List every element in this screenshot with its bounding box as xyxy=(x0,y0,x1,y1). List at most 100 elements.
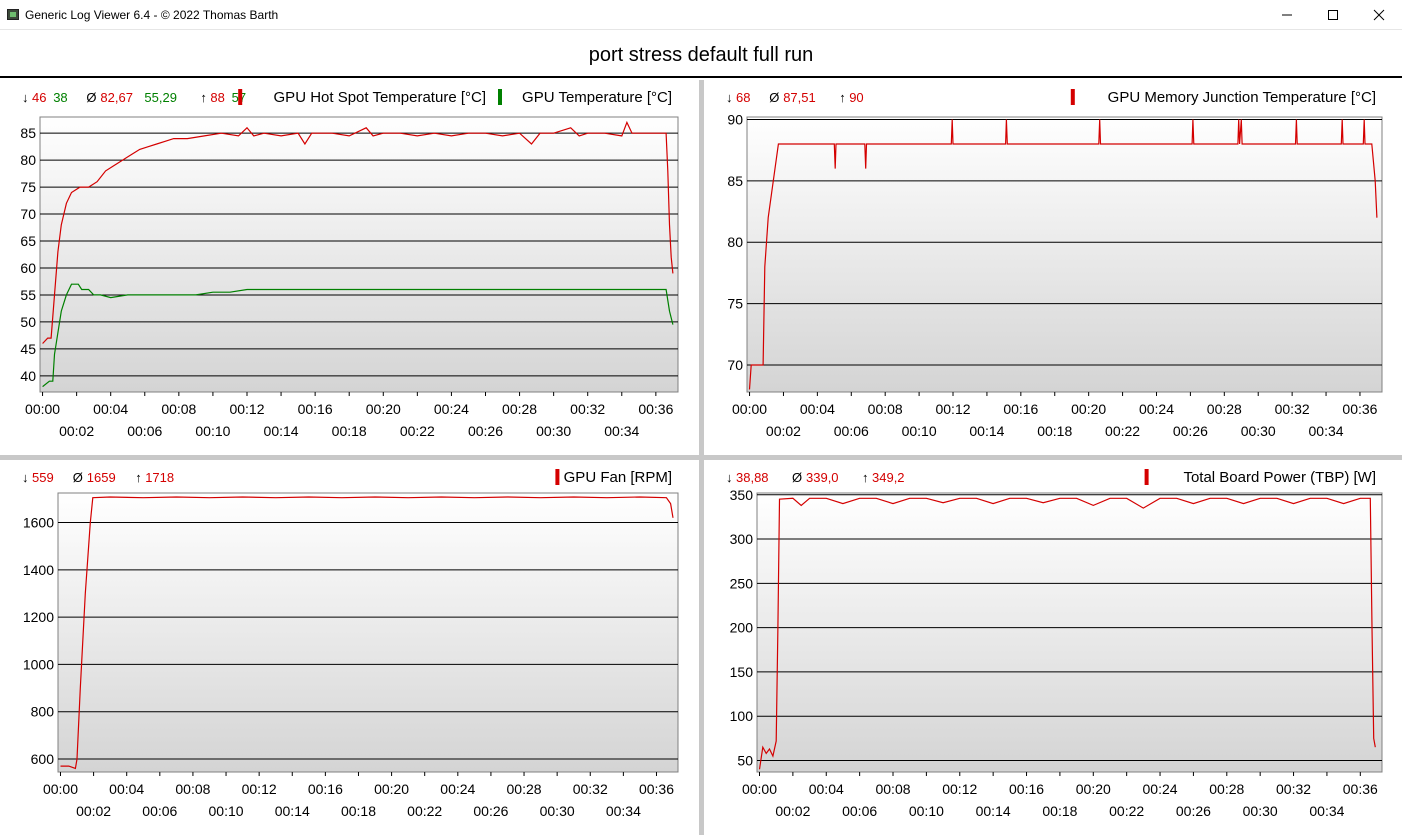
stat-value: 38 xyxy=(53,90,67,105)
x-tick-label: 00:34 xyxy=(1309,423,1344,439)
x-tick-label: 00:14 xyxy=(275,803,310,819)
x-tick-label: 00:16 xyxy=(1003,401,1038,417)
x-tick-label: 00:26 xyxy=(1173,423,1208,439)
x-tick-label: 00:22 xyxy=(400,423,435,439)
maximize-button[interactable] xyxy=(1310,0,1356,30)
window-title: Generic Log Viewer 6.4 - © 2022 Thomas B… xyxy=(25,8,279,22)
y-tick-label: 350 xyxy=(730,487,754,503)
y-tick-label: 600 xyxy=(31,751,55,767)
plot-area[interactable] xyxy=(39,116,679,393)
x-tick-label: 00:04 xyxy=(93,401,128,417)
plot-area[interactable] xyxy=(57,492,679,773)
stat-symbol: Ø xyxy=(86,90,96,105)
x-tick-label: 00:18 xyxy=(341,803,376,819)
x-tick-label: 00:22 xyxy=(1105,423,1140,439)
chart-panel-fan[interactable]: 600 800 1000 1200 1400 1600 00:00 00:04 00:08 00:… xyxy=(0,460,699,835)
chart-hotspot-temperature[interactable]: 40 45 50 55 60 65 70 75 80 85 00:00 00:04 00:08 00:12… xyxy=(0,80,699,455)
close-button[interactable] xyxy=(1356,0,1402,30)
x-tick-label: 00:30 xyxy=(540,803,575,819)
y-tick-label: 70 xyxy=(20,206,36,222)
legend-label: GPU Fan [RPM] xyxy=(564,469,672,486)
stat-value: 1718 xyxy=(145,470,174,485)
page-title: port stress default full run xyxy=(0,32,1402,78)
app-icon xyxy=(7,9,19,20)
legend-label: GPU Temperature [°C] xyxy=(522,89,672,106)
stat-value: 82,67 xyxy=(100,90,133,105)
x-tick-label: 00:14 xyxy=(969,423,1004,439)
chart-gpu-fan[interactable]: 600 800 1000 1200 1400 1600 00:00 00:04 00:08 00:… xyxy=(0,460,699,835)
stats-row: ↓ 559 Ø 1659 ↑ 1718 xyxy=(22,470,174,485)
y-tick-label: 250 xyxy=(730,575,754,591)
x-tick-label: 00:34 xyxy=(604,423,639,439)
x-tick-label: 00:04 xyxy=(109,781,144,797)
minimize-button[interactable] xyxy=(1264,0,1310,30)
plot-area[interactable] xyxy=(746,116,1383,393)
window-titlebar[interactable]: Generic Log Viewer 6.4 - © 2022 Thomas B… xyxy=(0,0,1402,30)
legend-label: GPU Hot Spot Temperature [°C] xyxy=(274,89,486,106)
x-tick-label: 00:30 xyxy=(1243,803,1278,819)
x-tick-label: 00:18 xyxy=(1037,423,1072,439)
legend: GPU Memory Junction Temperature [°C] xyxy=(1070,89,1376,106)
x-tick-label: 00:14 xyxy=(264,423,299,439)
legend-swatch xyxy=(1070,89,1075,105)
stat-symbol: ↓ xyxy=(22,90,29,105)
legend: GPU Fan [RPM] xyxy=(555,469,672,486)
x-tick-label: 00:04 xyxy=(809,781,844,797)
stat-symbol: Ø xyxy=(73,470,83,485)
y-tick-label: 45 xyxy=(20,341,36,357)
x-tick-label: 00:06 xyxy=(127,423,162,439)
horizontal-splitter[interactable] xyxy=(0,455,1402,460)
chart-memory-junction-temperature[interactable]: 70 75 80 85 90 00:00 00:04 00:08 00:12 00:16 00:20… xyxy=(704,80,1402,455)
x-tick-label: 00:08 xyxy=(175,781,210,797)
chart-panel-memory-junction[interactable]: 70 75 80 85 90 00:00 00:04 00:08 00:12 00:16 00:20… xyxy=(704,80,1402,455)
x-tick-label: 00:02 xyxy=(766,423,801,439)
stat-value: 55,29 xyxy=(144,90,177,105)
x-tick-label: 00:24 xyxy=(1143,781,1178,797)
x-tick-label: 00:32 xyxy=(1275,401,1310,417)
x-tick-label: 00:26 xyxy=(468,423,503,439)
minimize-icon xyxy=(1282,14,1292,16)
chart-panel-hotspot[interactable]: 40 45 50 55 60 65 70 75 80 85 00:00 00:04 00:08 00:12… xyxy=(0,80,699,455)
x-tick-label: 00:28 xyxy=(1209,781,1244,797)
stat-symbol: Ø xyxy=(792,470,802,485)
y-tick-label: 800 xyxy=(31,704,55,720)
plot-area[interactable] xyxy=(756,492,1383,773)
stat-value: 559 xyxy=(32,470,54,485)
y-tick-label: 75 xyxy=(727,296,743,312)
chart-panel-board-power[interactable]: 50 100 150 200 250 300 350 00:00 00:04 00:08 00:12… xyxy=(704,460,1402,835)
stat-value: 46 xyxy=(32,90,46,105)
y-tick-label: 90 xyxy=(727,111,743,127)
y-tick-label: 50 xyxy=(737,752,753,768)
x-tick-label: 00:00 xyxy=(742,781,777,797)
x-tick-label: 00:28 xyxy=(502,401,537,417)
legend-swatch xyxy=(555,469,560,485)
stat-symbol: ↓ xyxy=(22,470,29,485)
series-line-1 xyxy=(42,283,674,388)
x-tick-label: 00:00 xyxy=(25,401,60,417)
stat-symbol: ↑ xyxy=(839,90,846,105)
x-tick-label: 00:28 xyxy=(507,781,542,797)
y-tick-label: 1000 xyxy=(23,656,54,672)
y-tick-label: 80 xyxy=(727,234,743,250)
x-tick-label: 00:36 xyxy=(639,781,674,797)
x-tick-label: 00:24 xyxy=(440,781,475,797)
stat-symbol: ↑ xyxy=(200,90,207,105)
x-tick-label: 00:06 xyxy=(834,423,869,439)
chart-total-board-power[interactable]: 50 100 150 200 250 300 350 00:00 00:04 00:08 00:12… xyxy=(704,460,1402,835)
x-tick-label: 00:20 xyxy=(366,401,401,417)
x-tick-label: 00:36 xyxy=(1343,781,1378,797)
x-tick-label: 00:10 xyxy=(909,803,944,819)
legend: GPU Temperature [°C] GPU Hot Spot Tempera… xyxy=(238,89,672,106)
stat-symbol: ↑ xyxy=(862,470,869,485)
x-tick-label: 00:28 xyxy=(1207,401,1242,417)
x-tick-label: 00:08 xyxy=(875,781,910,797)
y-tick-label: 150 xyxy=(730,664,754,680)
x-tick-label: 00:24 xyxy=(1139,401,1174,417)
legend-swatch xyxy=(1144,469,1149,485)
y-tick-label: 85 xyxy=(20,125,36,141)
x-tick-label: 00:16 xyxy=(1009,781,1044,797)
x-tick-label: 00:00 xyxy=(43,781,78,797)
x-tick-label: 00:32 xyxy=(1276,781,1311,797)
x-tick-label: 00:12 xyxy=(942,781,977,797)
stats-row: ↓ 68 Ø 87,51 ↑ 90 xyxy=(726,90,864,105)
